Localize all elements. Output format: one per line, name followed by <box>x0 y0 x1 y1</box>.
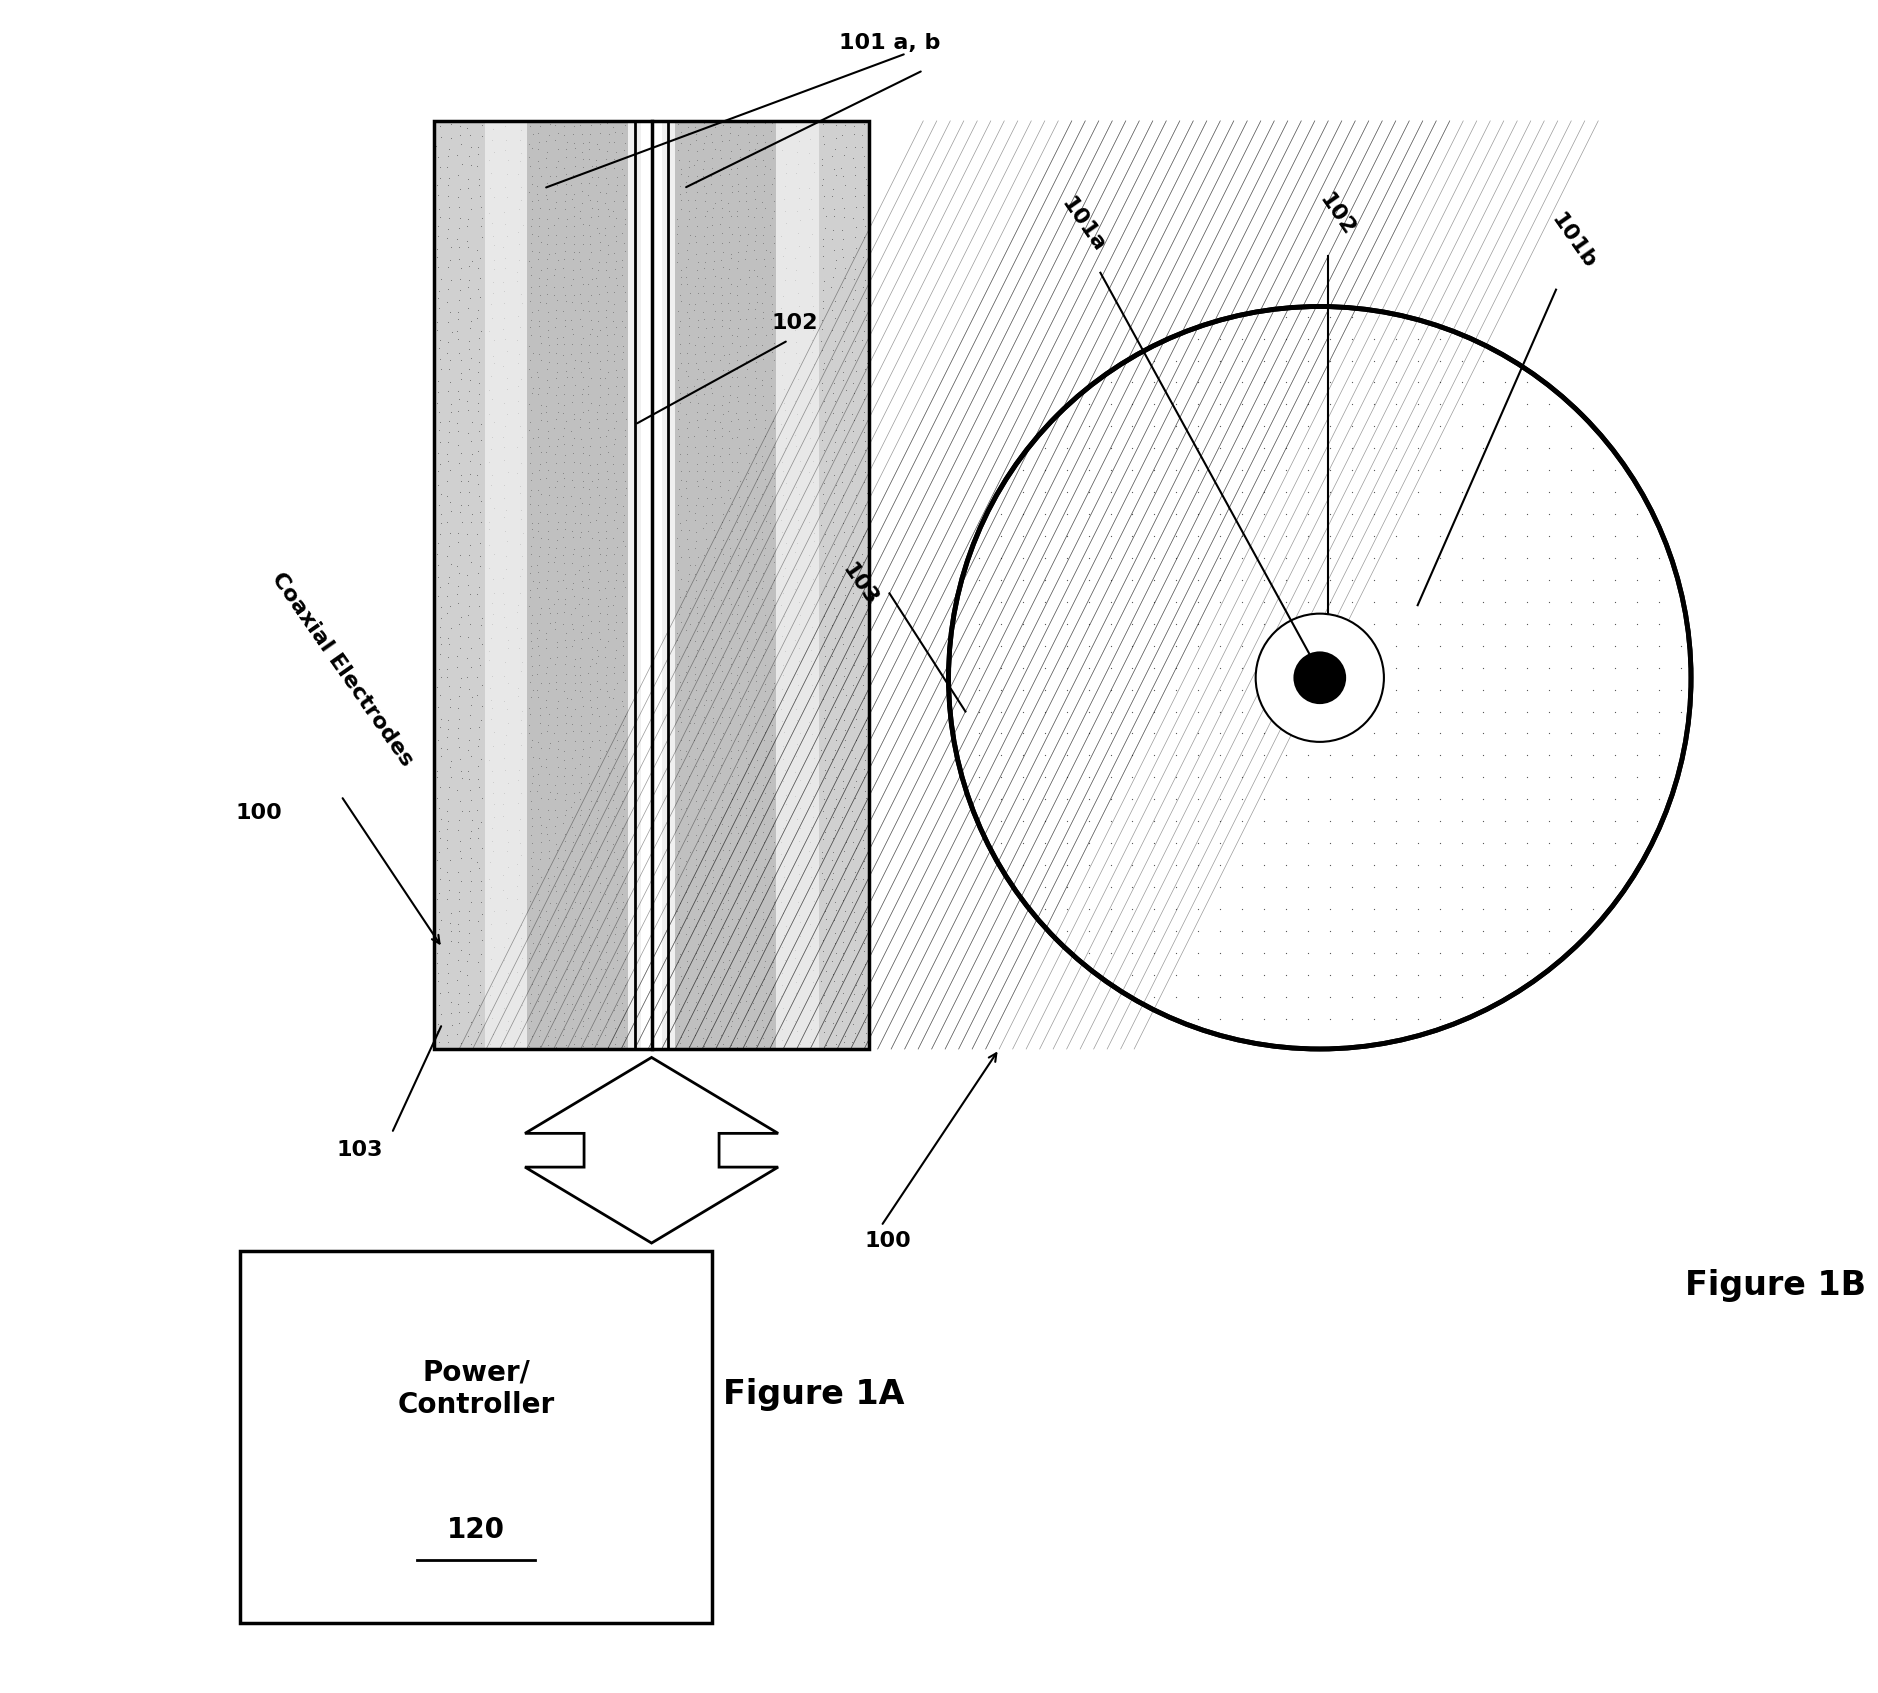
Bar <box>642 120 661 1050</box>
Bar <box>661 120 676 1050</box>
Text: 100: 100 <box>864 1231 911 1251</box>
Bar <box>434 120 870 1050</box>
Bar <box>819 120 870 1050</box>
Bar <box>776 120 819 1050</box>
Text: 103: 103 <box>838 560 881 609</box>
Polygon shape <box>526 1058 777 1243</box>
Bar <box>434 120 485 1050</box>
Text: 101b: 101b <box>1547 210 1598 273</box>
Text: 120: 120 <box>447 1515 505 1544</box>
Text: 101 a, b: 101 a, b <box>839 34 941 54</box>
Bar <box>485 120 526 1050</box>
Circle shape <box>1294 652 1345 703</box>
Bar <box>676 120 776 1050</box>
Text: 103: 103 <box>336 1141 383 1160</box>
Text: 101a: 101a <box>1057 195 1110 256</box>
Circle shape <box>1256 613 1384 742</box>
Bar <box>485 120 526 1050</box>
Bar <box>240 1251 712 1622</box>
Bar <box>434 120 485 1050</box>
Bar <box>676 120 776 1050</box>
Circle shape <box>948 306 1690 1050</box>
Bar <box>776 120 819 1050</box>
Bar <box>819 120 870 1050</box>
Text: 100: 100 <box>235 802 282 823</box>
Text: Figure 1A: Figure 1A <box>723 1378 905 1412</box>
Bar <box>627 120 642 1050</box>
Bar <box>526 120 627 1050</box>
Text: Figure 1B: Figure 1B <box>1685 1268 1867 1302</box>
Text: 102: 102 <box>1315 190 1358 239</box>
Text: Coaxial Electrodes: Coaxial Electrodes <box>269 569 417 770</box>
Text: Power/
Controller: Power/ Controller <box>398 1359 554 1419</box>
Text: 102: 102 <box>772 313 819 334</box>
Bar <box>526 120 627 1050</box>
